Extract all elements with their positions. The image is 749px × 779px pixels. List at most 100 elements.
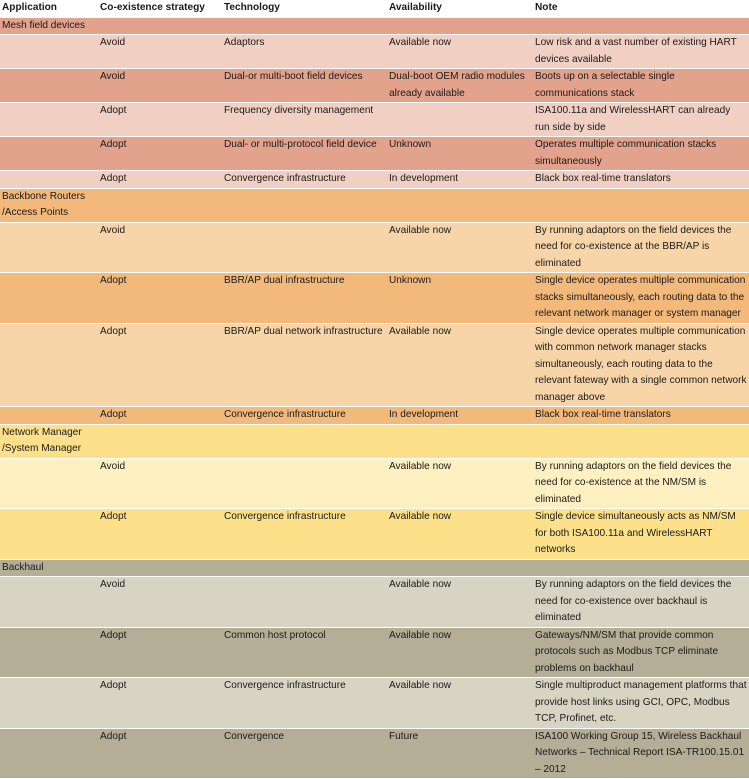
section-title: Backhaul [0,560,98,578]
empty-cell [222,18,387,36]
technology-cell: Common host protocol [222,628,387,679]
technology-cell: Convergence infrastructure [222,509,387,560]
technology-cell: Frequency diversity management [222,103,387,137]
header-application: Application [0,0,98,18]
empty-cell [0,459,98,510]
empty-cell [387,18,533,36]
technology-cell: Convergence infrastructure [222,678,387,729]
availability-cell: Available now [387,459,533,510]
empty-cell [98,560,222,578]
availability-cell: Available now [387,678,533,729]
empty-cell [0,628,98,679]
strategy-cell: Adopt [98,103,222,137]
availability-cell: Dual-boot OEM radio modules already avai… [387,69,533,103]
strategy-cell: Avoid [98,69,222,103]
strategy-cell: Adopt [98,678,222,729]
strategy-cell: Avoid [98,459,222,510]
technology-cell [222,223,387,274]
empty-cell [533,425,749,459]
empty-cell [222,189,387,223]
availability-cell: Available now [387,509,533,560]
availability-cell: Available now [387,577,533,628]
empty-cell [533,189,749,223]
header-technology: Technology [222,0,387,18]
strategy-cell: Adopt [98,729,222,779]
note-cell: Boots up on a selectable single communic… [533,69,749,103]
note-cell: ISA100 Working Group 15, Wireless Backha… [533,729,749,779]
empty-cell [0,407,98,425]
empty-cell [0,223,98,274]
empty-cell [0,35,98,69]
header-strategy: Co-existence strategy [98,0,222,18]
availability-cell: Available now [387,35,533,69]
section-title: Mesh field devices [0,18,98,36]
header-availability: Availability [387,0,533,18]
availability-cell: Future [387,729,533,779]
empty-cell [0,273,98,324]
section-row: Mesh field devices [0,18,749,36]
note-cell: Single multiproduct management platforms… [533,678,749,729]
empty-cell [222,560,387,578]
section-row: Backhaul [0,560,749,578]
strategy-cell: Adopt [98,407,222,425]
empty-cell [0,69,98,103]
note-cell: By running adaptors on the field devices… [533,459,749,510]
technology-cell: Dual-or multi-boot field devices [222,69,387,103]
empty-cell [0,577,98,628]
strategy-cell: Adopt [98,509,222,560]
section-title: Backbone Routers /Access Points [0,189,98,223]
empty-cell [0,103,98,137]
empty-cell [387,425,533,459]
empty-cell [222,425,387,459]
empty-cell [0,137,98,171]
empty-cell [533,560,749,578]
empty-cell [98,18,222,36]
availability-cell: Available now [387,223,533,274]
empty-cell [533,18,749,36]
technology-cell [222,577,387,628]
note-cell: By running adaptors on the field devices… [533,577,749,628]
note-cell: Operates multiple communication stacks s… [533,137,749,171]
empty-cell [0,729,98,779]
availability-cell: Available now [387,628,533,679]
availability-cell: In development [387,407,533,425]
note-cell: By running adaptors on the field devices… [533,223,749,274]
technology-cell: Convergence [222,729,387,779]
availability-cell: In development [387,171,533,189]
availability-cell: Unknown [387,273,533,324]
strategy-cell: Adopt [98,137,222,171]
section-row: Network Manager /System Manager [0,425,749,459]
note-cell: Black box real-time translators [533,407,749,425]
technology-cell [222,459,387,510]
strategy-cell: Adopt [98,628,222,679]
header-note: Note [533,0,749,18]
empty-cell [98,189,222,223]
note-cell: Black box real-time translators [533,171,749,189]
empty-cell [98,425,222,459]
strategy-cell: Adopt [98,324,222,408]
empty-cell [0,171,98,189]
availability-cell: Available now [387,324,533,408]
note-cell: Low risk and a vast number of existing H… [533,35,749,69]
note-cell: Single device operates multiple communic… [533,273,749,324]
empty-cell [387,560,533,578]
availability-cell [387,103,533,137]
empty-cell [387,189,533,223]
technology-cell: Convergence infrastructure [222,171,387,189]
strategy-cell: Avoid [98,35,222,69]
section-title: Network Manager /System Manager [0,425,98,459]
note-cell: Single device simultaneously acts as NM/… [533,509,749,560]
technology-cell: BBR/AP dual network infrastructure [222,324,387,408]
availability-cell: Unknown [387,137,533,171]
